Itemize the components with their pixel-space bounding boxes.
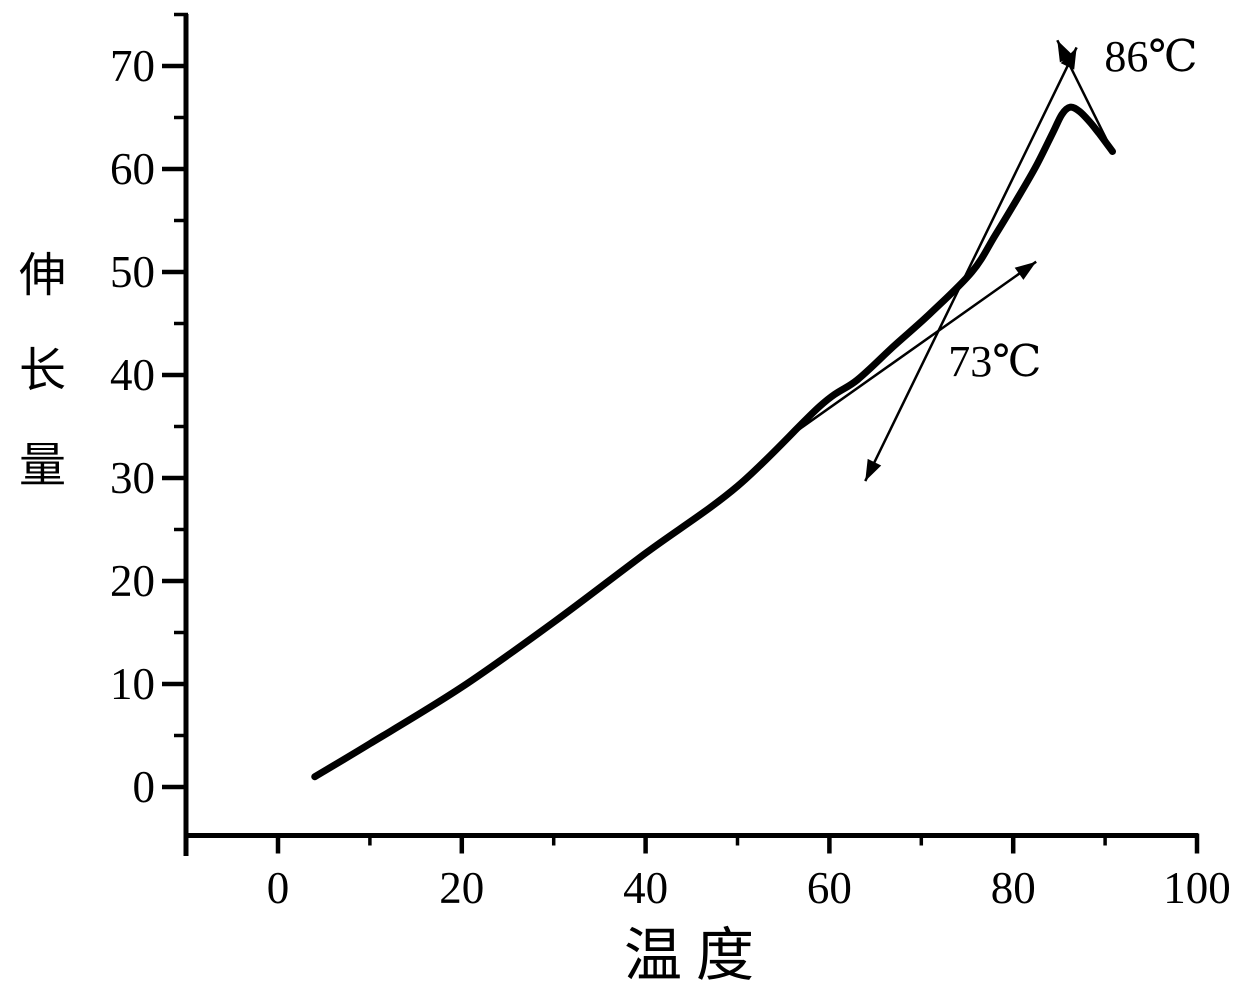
steep-tangent-line-arrowhead <box>1060 47 1077 70</box>
peak-temp-label: 86℃ <box>1104 31 1198 81</box>
y-tick-label: 20 <box>110 556 155 606</box>
x-tick-label: 20 <box>439 863 484 913</box>
x-tick-label: 80 <box>991 863 1036 913</box>
y-tick-label: 0 <box>133 762 156 812</box>
y-tick-label: 60 <box>110 144 155 194</box>
x-tick-label: 60 <box>807 863 852 913</box>
y-tick-label: 10 <box>110 659 155 709</box>
y-tick-label: 70 <box>110 41 155 91</box>
x-tick-label: 40 <box>623 863 668 913</box>
y-tick-label: 40 <box>110 350 155 400</box>
peak-right-tangent-line-arrowhead <box>1057 40 1074 63</box>
shallow-tangent-line-arrowhead <box>1014 261 1037 280</box>
y-axis-title: 伸长量 <box>11 250 63 535</box>
y-tick-label: 30 <box>110 453 155 503</box>
x-axis-title: 温度 <box>624 923 769 988</box>
elongation-curve <box>311 103 1116 781</box>
x-tick-label: 100 <box>1163 863 1231 913</box>
shallow-tangent-line <box>786 260 1037 439</box>
steep-tangent-line <box>864 46 1078 482</box>
steep-tangent-line-arrowhead <box>865 458 882 482</box>
onset-temp-label: 73℃ <box>948 336 1042 386</box>
y-tick-label: 50 <box>110 247 155 297</box>
x-tick-label: 0 <box>267 863 290 913</box>
